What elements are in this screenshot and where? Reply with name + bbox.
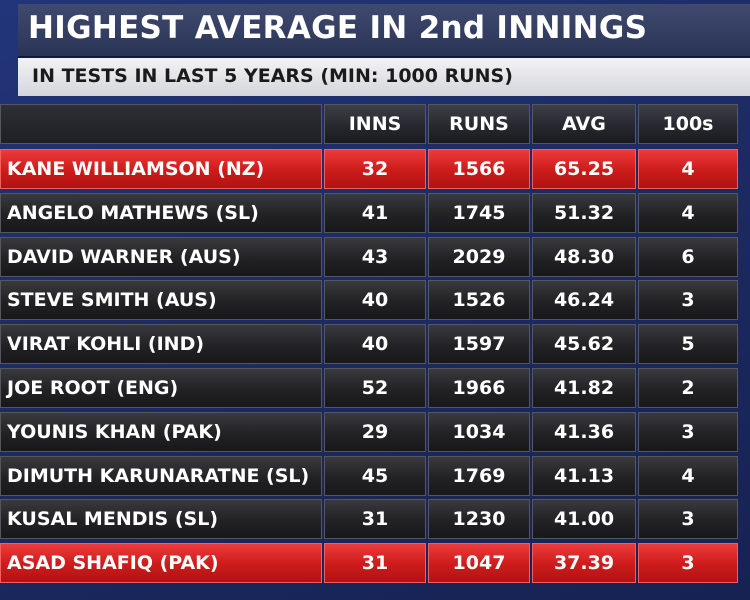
hundreds-cell: 4 xyxy=(638,193,738,233)
inns-cell: 31 xyxy=(324,543,426,583)
avg-cell: 41.13 xyxy=(532,456,636,496)
runs-cell: 1966 xyxy=(428,368,530,408)
player-name-cell: JOE ROOT (ENG) xyxy=(0,368,322,408)
inns-cell: 52 xyxy=(324,368,426,408)
page-title: HIGHEST AVERAGE IN 2nd INNINGS xyxy=(28,10,648,46)
inns-cell: 45 xyxy=(324,456,426,496)
player-name-cell: DIMUTH KARUNARATNE (SL) xyxy=(0,456,322,496)
page-subtitle: IN TESTS IN LAST 5 YEARS (MIN: 1000 RUNS… xyxy=(32,65,513,87)
inns-cell: 32 xyxy=(324,149,426,189)
inns-cell: 31 xyxy=(324,499,426,539)
column-header-runs: RUNS xyxy=(428,104,530,144)
player-name-cell: YOUNIS KHAN (PAK) xyxy=(0,412,322,452)
player-name-cell: STEVE SMITH (AUS) xyxy=(0,280,322,320)
inns-cell: 41 xyxy=(324,193,426,233)
runs-cell: 1745 xyxy=(428,193,530,233)
inns-cell: 29 xyxy=(324,412,426,452)
player-name-cell: ANGELO MATHEWS (SL) xyxy=(0,193,322,233)
avg-cell: 46.24 xyxy=(532,280,636,320)
avg-cell: 65.25 xyxy=(532,149,636,189)
hundreds-cell: 4 xyxy=(638,149,738,189)
column-header-avg: AVG xyxy=(532,104,636,144)
hundreds-cell: 6 xyxy=(638,237,738,277)
avg-cell: 41.36 xyxy=(532,412,636,452)
runs-cell: 1526 xyxy=(428,280,530,320)
inns-cell: 43 xyxy=(324,237,426,277)
avg-cell: 41.00 xyxy=(532,499,636,539)
runs-cell: 1230 xyxy=(428,499,530,539)
column-header-player xyxy=(0,104,322,144)
hundreds-cell: 3 xyxy=(638,280,738,320)
avg-cell: 51.32 xyxy=(532,193,636,233)
player-name-cell: KANE WILLIAMSON (NZ) xyxy=(0,149,322,189)
runs-cell: 1566 xyxy=(428,149,530,189)
subtitle-bar xyxy=(18,58,750,96)
player-name-cell: KUSAL MENDIS (SL) xyxy=(0,499,322,539)
hundreds-cell: 2 xyxy=(638,368,738,408)
inns-cell: 40 xyxy=(324,324,426,364)
avg-cell: 41.82 xyxy=(532,368,636,408)
hundreds-cell: 3 xyxy=(638,543,738,583)
runs-cell: 1769 xyxy=(428,456,530,496)
column-header-hundreds: 100s xyxy=(638,104,738,144)
runs-cell: 1034 xyxy=(428,412,530,452)
title-bar xyxy=(18,4,750,58)
hundreds-cell: 5 xyxy=(638,324,738,364)
avg-cell: 48.30 xyxy=(532,237,636,277)
column-header-inns: INNS xyxy=(324,104,426,144)
player-name-cell: VIRAT KOHLI (IND) xyxy=(0,324,322,364)
player-name-cell: DAVID WARNER (AUS) xyxy=(0,237,322,277)
hundreds-cell: 3 xyxy=(638,499,738,539)
runs-cell: 1597 xyxy=(428,324,530,364)
hundreds-cell: 4 xyxy=(638,456,738,496)
avg-cell: 37.39 xyxy=(532,543,636,583)
inns-cell: 40 xyxy=(324,280,426,320)
avg-cell: 45.62 xyxy=(532,324,636,364)
player-name-cell: ASAD SHAFIQ (PAK) xyxy=(0,543,322,583)
hundreds-cell: 3 xyxy=(638,412,738,452)
runs-cell: 2029 xyxy=(428,237,530,277)
runs-cell: 1047 xyxy=(428,543,530,583)
